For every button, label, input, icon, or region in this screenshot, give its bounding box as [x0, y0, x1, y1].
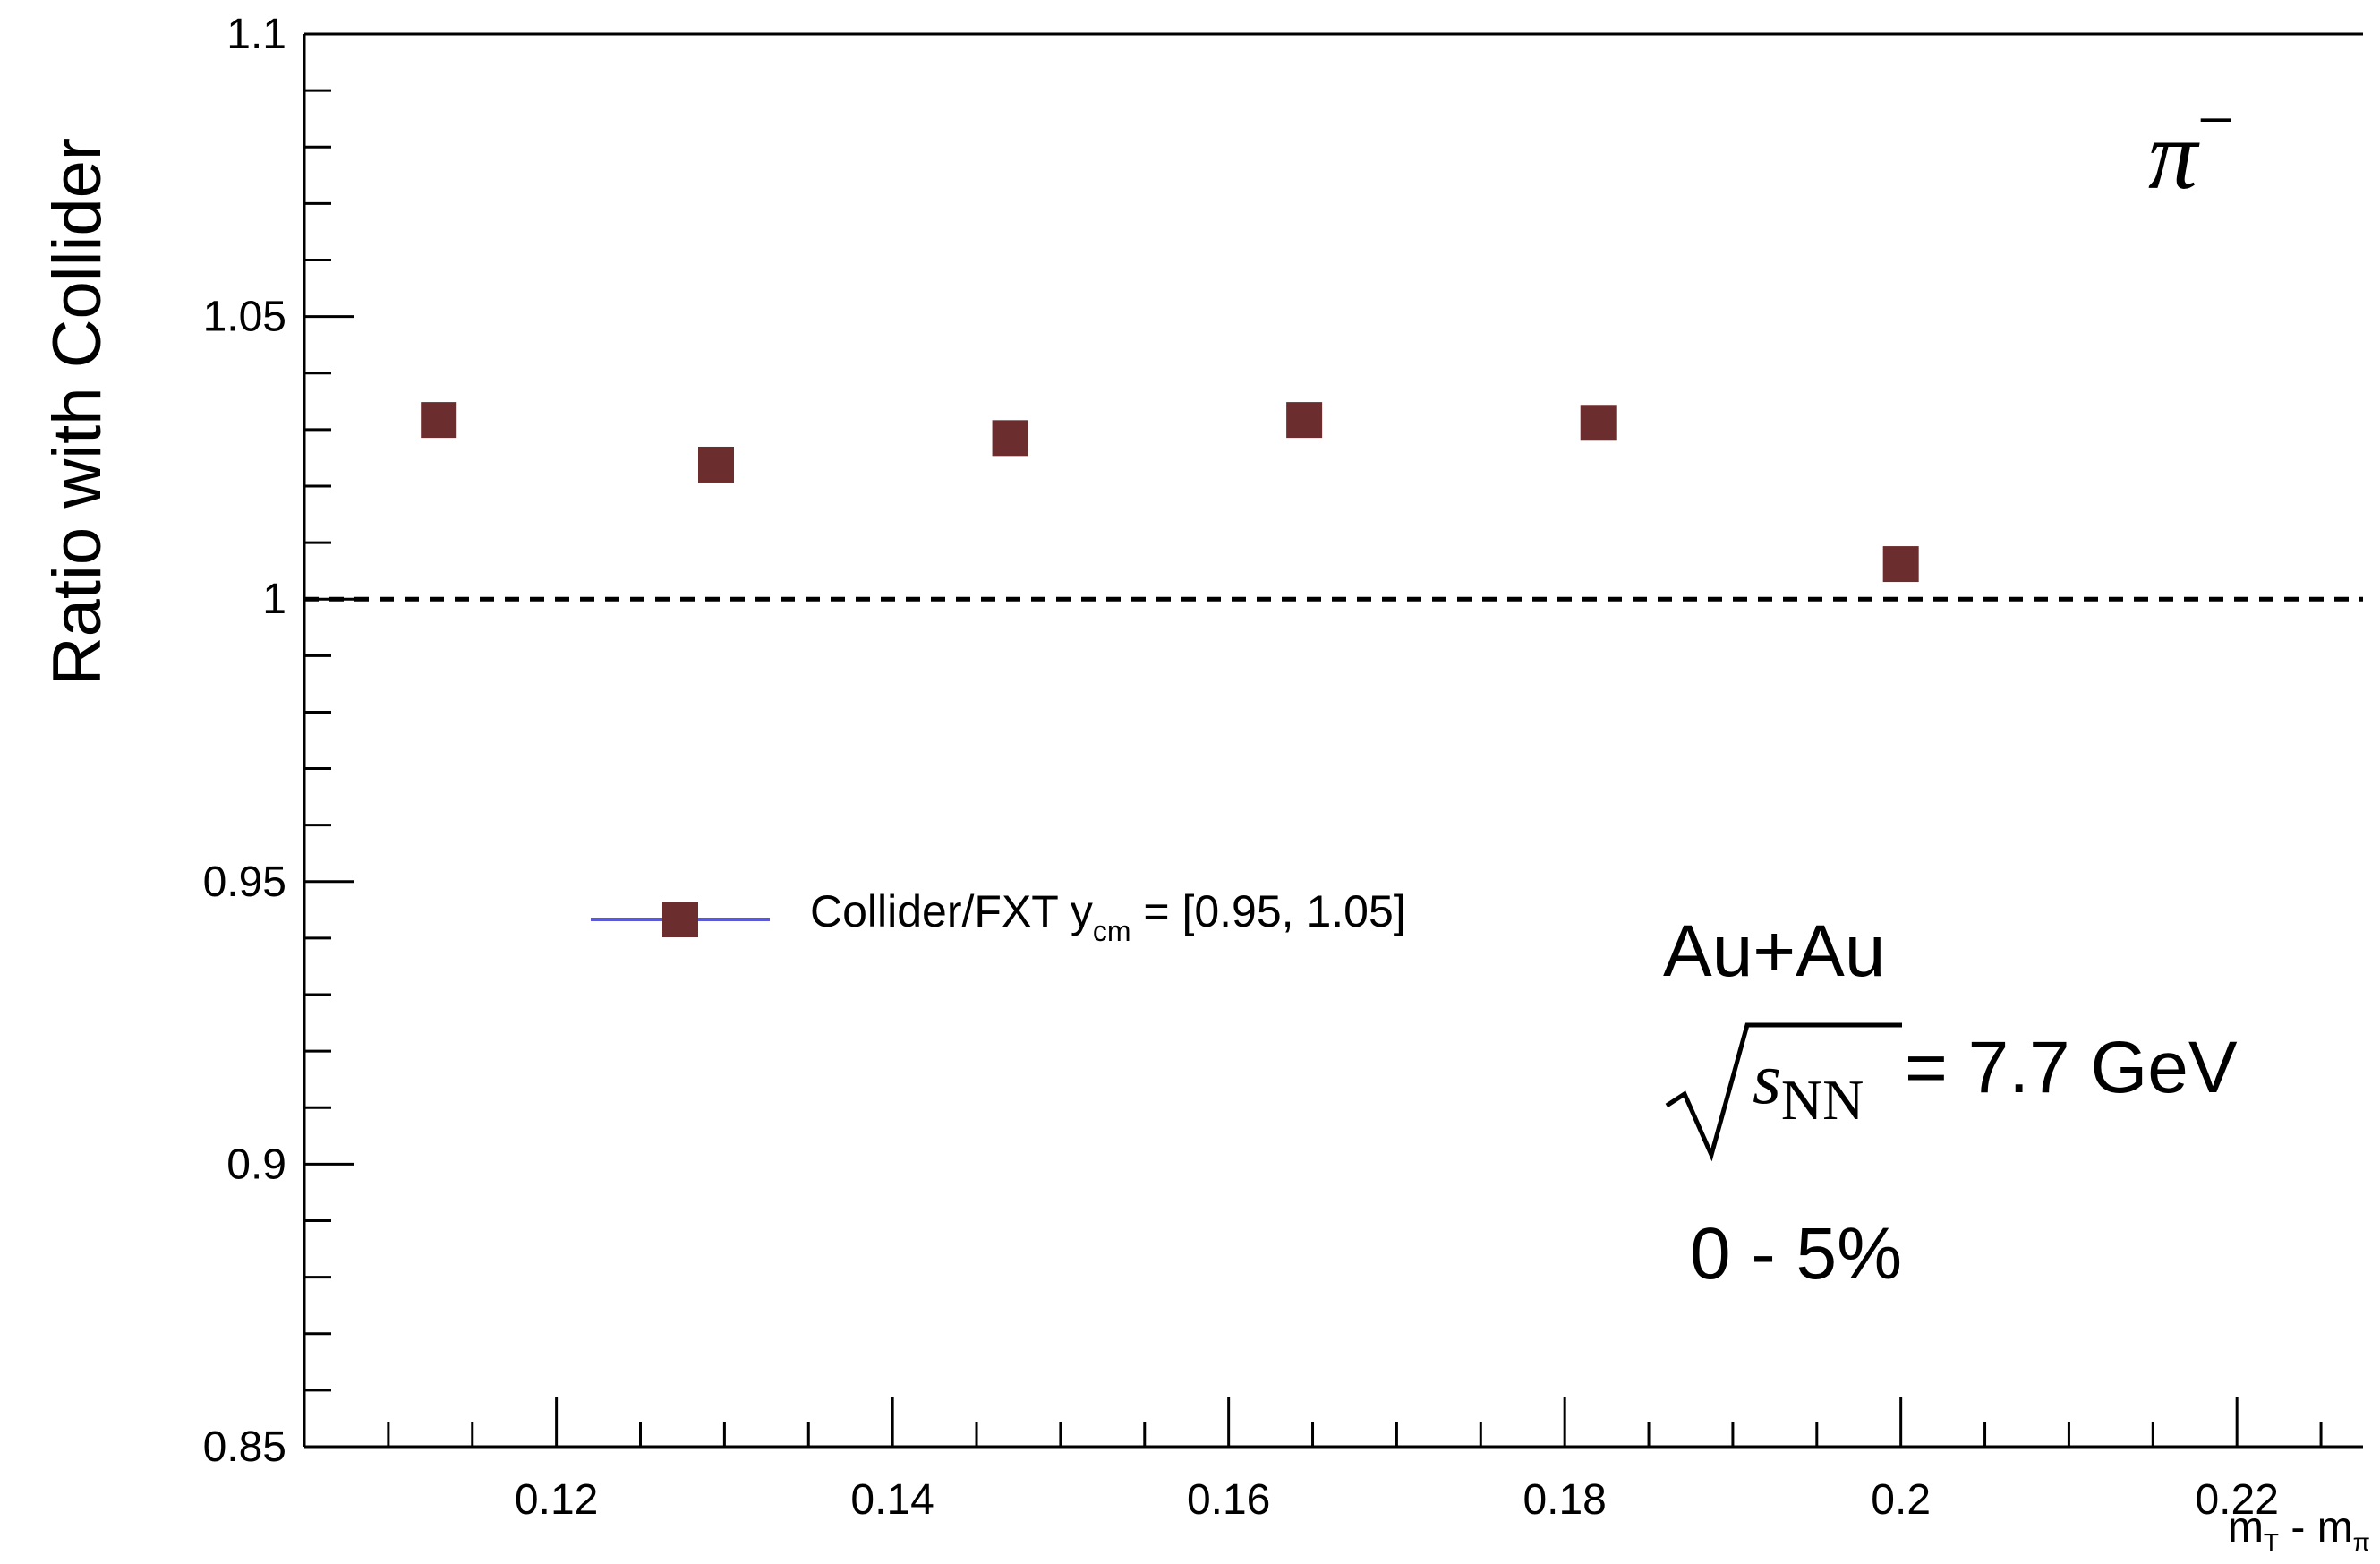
- data-point: [421, 402, 457, 439]
- y-tick-label: 1.05: [203, 294, 286, 341]
- y-axis-label: Ratio with Collider: [39, 138, 115, 686]
- y-ticks: 0.85 0.9 0.95 1 1.05 1.1: [203, 11, 354, 1471]
- centrality-label: 0 - 5%: [1690, 1213, 1902, 1295]
- x-ticks: 0.12 0.14 0.16 0.18 0.2 0.22: [303, 1397, 2323, 1524]
- data-points: [421, 402, 1919, 583]
- x-tick-label: 0.14: [850, 1476, 934, 1524]
- y-tick-label: 0.85: [203, 1423, 286, 1471]
- particle-label: π−: [2148, 84, 2234, 209]
- y-tick-label: 1: [262, 576, 286, 623]
- legend: Collider/FXT ycm = [0.95, 1.05]: [591, 886, 1406, 947]
- y-tick-label: 1.1: [226, 11, 286, 58]
- data-point: [698, 446, 734, 483]
- y-tick-label: 0.9: [226, 1141, 286, 1188]
- x-tick-label: 0.2: [1871, 1476, 1931, 1524]
- legend-marker: [662, 902, 698, 937]
- x-tick-label: 0.16: [1187, 1476, 1270, 1524]
- data-point: [992, 420, 1028, 457]
- x-tick-label: 0.22: [2195, 1476, 2278, 1524]
- data-point: [1882, 546, 1919, 583]
- system-label: Au+Au: [1663, 910, 1885, 992]
- y-tick-label: 0.95: [203, 859, 286, 906]
- legend-label: Collider/FXT ycm = [0.95, 1.05]: [810, 886, 1406, 947]
- sqrt-symbol: [1665, 1022, 1902, 1162]
- energy-annotation: sNN = 7.7 GeV: [1665, 1022, 2238, 1162]
- x-tick-label: 0.12: [515, 1476, 598, 1524]
- energy-label: = 7.7 GeV: [1905, 1027, 2238, 1108]
- data-point: [1286, 402, 1323, 439]
- data-point: [1580, 405, 1617, 441]
- sqrt-s-label: sNN: [1753, 1038, 1864, 1132]
- x-tick-label: 0.18: [1523, 1476, 1606, 1524]
- x-axis-label: mT - mπ: [2228, 1504, 2370, 1556]
